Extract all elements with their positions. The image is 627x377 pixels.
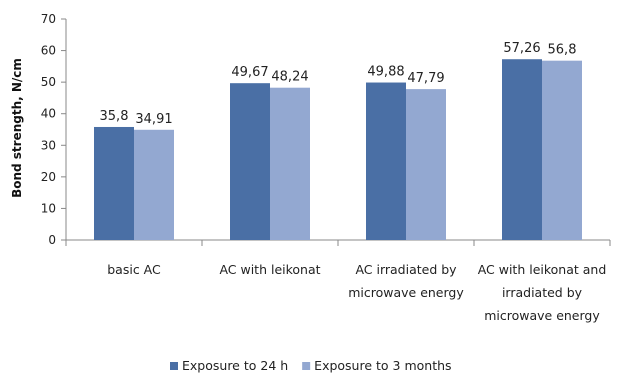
- category-label-line: basic AC: [107, 262, 161, 277]
- y-tick-label: 30: [41, 138, 56, 152]
- category-label-line: AC with leikonat: [219, 262, 320, 277]
- y-tick-label: 40: [41, 107, 56, 121]
- category-label: basic AC: [107, 262, 161, 277]
- y-tick-label: 10: [41, 201, 56, 215]
- data-labels: 35,8 34,91 49,67 48,24 49,88 47,79 57,26 56,8: [100, 41, 577, 127]
- category-label: AC with leikonat and irradiated by microwa…: [478, 262, 607, 323]
- y-tick-label: 20: [41, 170, 56, 184]
- legend: Exposure to 24 h Exposure to 3 months: [170, 358, 452, 373]
- legend-swatch: [170, 362, 178, 370]
- y-tick-label: 70: [41, 12, 56, 26]
- data-label: 49,67: [231, 65, 268, 80]
- bars: [94, 59, 582, 240]
- y-tick-label: 60: [41, 44, 56, 58]
- legend-label: Exposure to 24 h: [182, 358, 288, 373]
- bar: [230, 83, 270, 240]
- legend-swatch: [302, 362, 311, 370]
- category-label: AC irradiated by microwave energy: [348, 262, 464, 300]
- data-label: 57,26: [503, 41, 540, 56]
- legend-label: Exposure to 3 months: [314, 358, 451, 373]
- data-label: 49,88: [367, 65, 404, 80]
- category-label: AC with leikonat: [219, 262, 320, 277]
- data-label: 48,24: [271, 70, 308, 85]
- category-labels: basic AC AC with leikonat AC irradiated by…: [107, 262, 606, 323]
- y-tick-label: 0: [48, 233, 56, 247]
- bar: [270, 87, 310, 240]
- category-label-line: AC irradiated by: [355, 262, 457, 277]
- category-label-line: AC with leikonat and: [478, 262, 607, 277]
- bar: [406, 89, 446, 240]
- category-label-line: microwave energy: [348, 285, 464, 300]
- bar: [502, 59, 542, 240]
- data-label: 47,79: [407, 71, 444, 86]
- data-label: 34,91: [135, 112, 172, 127]
- bar: [134, 129, 174, 240]
- y-axis-label: Bond strength, N/cm: [10, 58, 24, 198]
- bar: [366, 82, 406, 240]
- data-label: 56,8: [548, 43, 577, 58]
- data-label: 35,8: [100, 109, 129, 124]
- y-tick-label: 50: [41, 75, 56, 89]
- bar: [542, 60, 582, 240]
- category-label-line: irradiated by: [502, 285, 583, 300]
- category-label-line: microwave energy: [484, 308, 600, 323]
- bar: [94, 126, 134, 240]
